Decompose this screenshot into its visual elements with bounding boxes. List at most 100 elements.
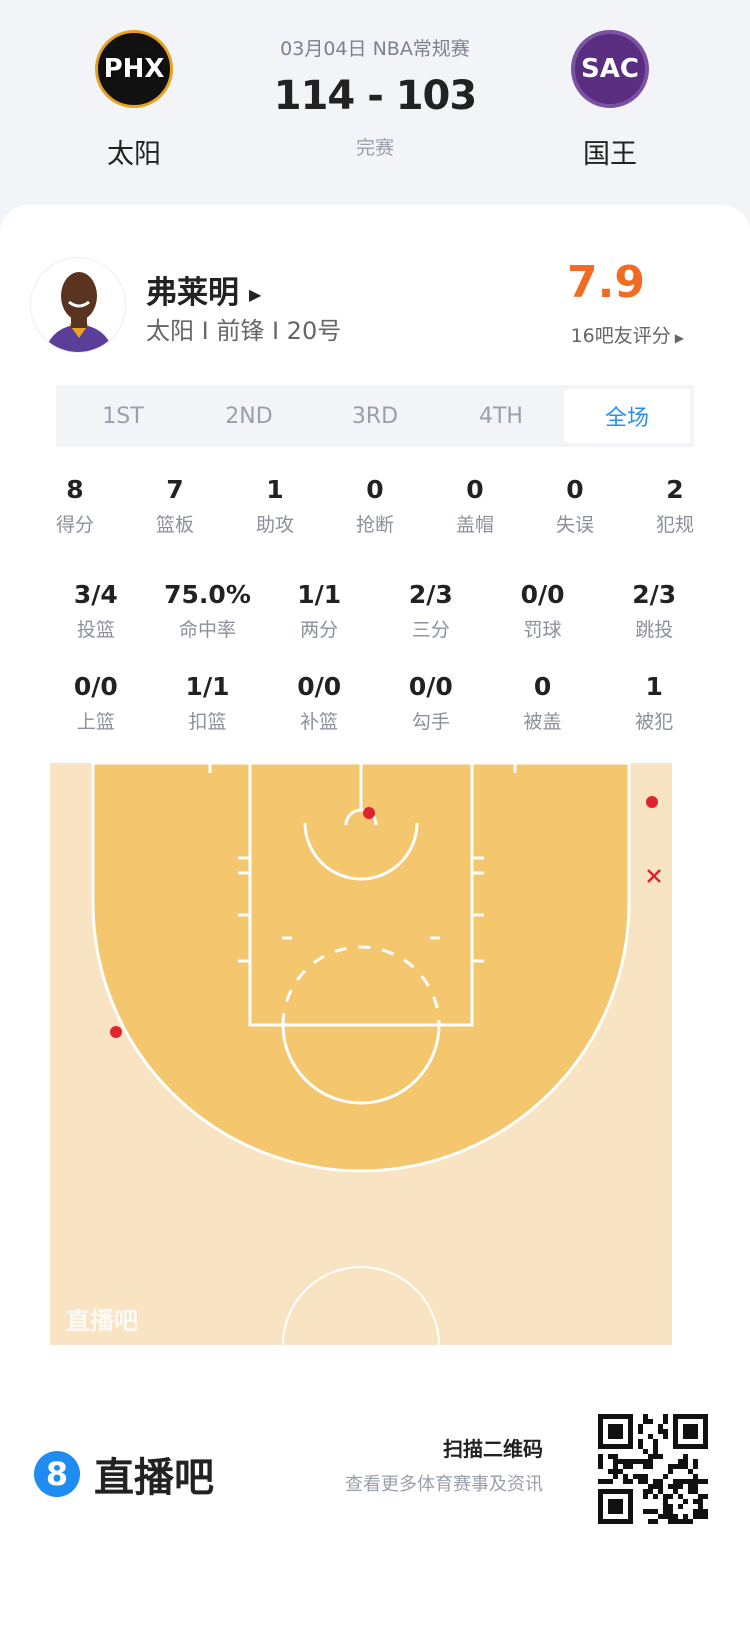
stat-value: 0	[366, 475, 384, 504]
stat-value: 2	[666, 475, 684, 504]
stat-item: 0/0 罚球	[487, 580, 599, 642]
stat-label: 上篮	[76, 711, 115, 733]
match-status: 完赛	[355, 137, 394, 159]
made-shot-marker	[646, 796, 658, 808]
tab-full-game[interactable]: 全场	[564, 389, 690, 443]
stat-item: 1 助攻	[225, 475, 325, 537]
tab-1st[interactable]: 1ST	[102, 403, 144, 429]
player-card: 弗莱明 ▶ 太阳 I 前锋 I 20号 7.9 16吧友评分 ▶ 1ST 2ND 3…	[0, 205, 750, 1629]
stat-item: 0 被盖	[487, 672, 599, 734]
stat-label: 两分	[300, 619, 339, 641]
stat-value: 8	[66, 475, 84, 504]
sac-logo: SAC	[571, 30, 649, 108]
caret-right-icon: ▶	[674, 331, 684, 345]
stat-item: 0 失误	[525, 475, 625, 537]
stat-label: 犯规	[655, 514, 694, 536]
made-shot-marker	[363, 807, 375, 819]
tab-4th[interactable]: 4TH	[479, 403, 523, 429]
stat-item: 2/3 跳投	[598, 580, 710, 642]
missed-shot-marker	[647, 869, 661, 883]
stat-item: 1/1 两分	[263, 580, 375, 642]
stat-item: 1/1 扣篮	[152, 672, 264, 734]
stat-value: 0/0	[297, 672, 342, 701]
stat-value: 2/3	[632, 580, 677, 609]
stat-label: 投篮	[76, 619, 115, 641]
stat-value: 1/1	[185, 672, 230, 701]
stat-value: 1	[266, 475, 284, 504]
stat-value: 0/0	[408, 672, 453, 701]
stat-value: 0	[566, 475, 584, 504]
stat-item: 0/0 上篮	[40, 672, 152, 734]
stat-label: 失误	[555, 514, 594, 536]
stat-value: 0/0	[73, 672, 118, 701]
tab-2nd[interactable]: 2ND	[225, 403, 273, 429]
stat-value: 7	[166, 475, 184, 504]
stat-label: 勾手	[411, 711, 450, 733]
scan-subtitle: 查看更多体育赛事及资讯	[345, 1474, 543, 1495]
qr-code[interactable]	[598, 1414, 708, 1524]
scan-title: 扫描二维码	[443, 1437, 543, 1461]
stat-item: 0 抢断	[325, 475, 425, 537]
scan-prompt: 扫描二维码 查看更多体育赛事及资讯	[345, 1433, 543, 1496]
stat-value: 1/1	[297, 580, 342, 609]
stat-label: 盖帽	[455, 514, 494, 536]
match-header: PHX 太阳 03月04日 NBA常规赛 114 - 103 完赛 SAC 国王	[0, 0, 750, 210]
stat-label: 被盖	[523, 711, 562, 733]
stat-item: 3/4 投篮	[40, 580, 152, 642]
stat-label: 扣篮	[188, 711, 227, 733]
stat-value: 0	[466, 475, 484, 504]
match-date: 03月04日 NBA常规赛	[280, 38, 470, 60]
stats-row-shooting: 3/4 投篮 75.0% 命中率 1/1 两分 2/3 三分 0/0 罚球 2/3 跳投	[40, 580, 710, 642]
stat-item: 0/0 勾手	[375, 672, 487, 734]
stat-value: 0	[533, 672, 552, 701]
stat-value: 1	[645, 672, 663, 701]
stat-item: 0/0 补篮	[263, 672, 375, 734]
home-team-name: 太阳	[107, 139, 161, 170]
player-info: 太阳 I 前锋 I 20号	[146, 317, 342, 345]
watermark: 直播吧	[66, 1307, 138, 1335]
court-lines	[208, 763, 517, 1345]
stat-item: 1 被犯	[598, 672, 710, 734]
stat-label: 罚球	[523, 619, 562, 641]
stat-label: 被犯	[635, 711, 674, 733]
player-rating: 7.9	[567, 257, 645, 308]
match-info: 03月04日 NBA常规赛 114 - 103 完赛	[225, 34, 525, 160]
stat-item: 2/3 三分	[375, 580, 487, 642]
match-score: 114 - 103	[273, 73, 477, 119]
stat-value: 0/0	[520, 580, 565, 609]
brand-name: 直播吧	[94, 1455, 214, 1501]
stat-value: 3/4	[73, 580, 118, 609]
stat-label: 篮板	[155, 514, 194, 536]
period-tabs: 1ST 2ND 3RD 4TH 全场	[56, 385, 694, 447]
stat-label: 补篮	[300, 711, 339, 733]
brand-icon: 8	[34, 1451, 80, 1497]
stats-row-shot-types: 0/0 上篮 1/1 扣篮 0/0 补篮 0/0 勾手 0 被盖 1 被犯	[40, 672, 710, 734]
stat-item: 0 盖帽	[425, 475, 525, 537]
stat-label: 三分	[411, 619, 450, 641]
player-avatar[interactable]	[30, 257, 126, 353]
rating-link[interactable]: 16吧友评分 ▶	[570, 325, 684, 347]
caret-right-icon: ▶	[249, 285, 262, 304]
shot-chart: 直播吧	[50, 763, 672, 1345]
stat-label: 抢断	[355, 514, 394, 536]
stat-label: 命中率	[179, 619, 237, 641]
made-shot-marker	[110, 1026, 122, 1038]
stat-item: 75.0% 命中率	[152, 580, 264, 642]
stat-value: 75.0%	[164, 580, 251, 609]
stat-item: 7 篮板	[125, 475, 225, 537]
phx-logo: PHX	[95, 30, 173, 108]
tab-3rd[interactable]: 3RD	[351, 403, 399, 429]
stat-label: 跳投	[635, 619, 674, 641]
player-name[interactable]: 弗莱明 ▶	[146, 275, 262, 311]
three-point-area	[91, 763, 631, 1173]
stat-value: 2/3	[408, 580, 453, 609]
stat-item: 8 得分	[25, 475, 125, 537]
stat-item: 2 犯规	[625, 475, 725, 537]
home-team[interactable]: PHX 太阳	[74, 30, 194, 171]
away-team-name: 国王	[583, 139, 637, 170]
away-team[interactable]: SAC 国王	[550, 30, 670, 171]
stat-label: 得分	[55, 514, 94, 536]
brand-logo: 8 直播吧	[34, 1445, 214, 1503]
stat-label: 助攻	[255, 514, 294, 536]
stats-row-basic: 8 得分 7 篮板 1 助攻 0 抢断 0 盖帽 0 失误 2 犯规	[25, 475, 725, 537]
